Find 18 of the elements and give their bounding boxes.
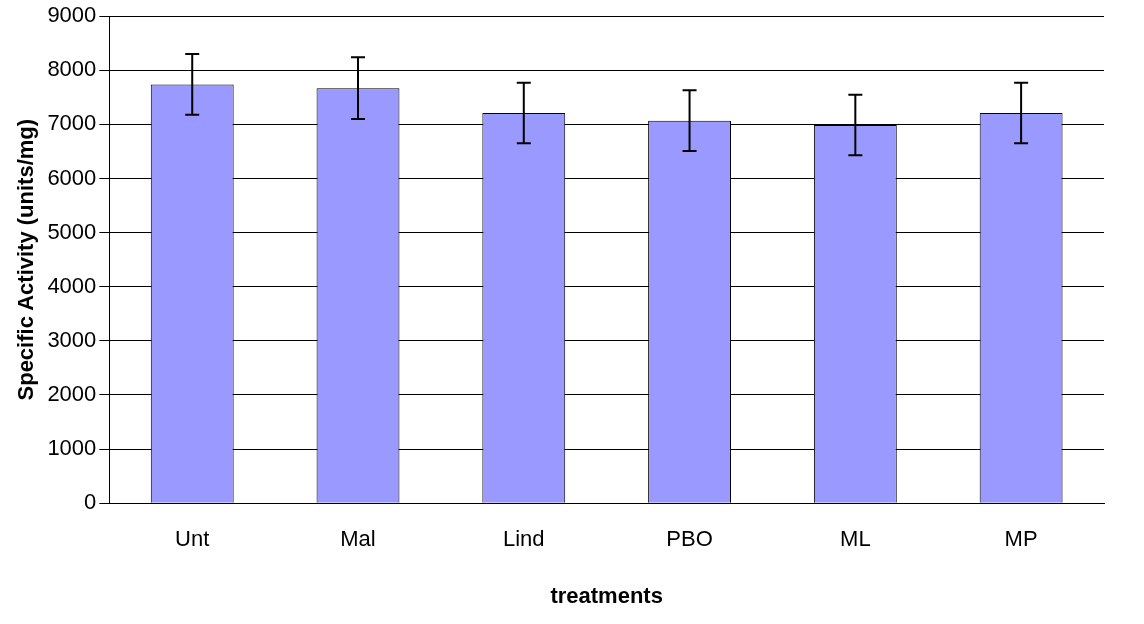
y-tick-label: 6000 [47, 164, 97, 190]
y-tick-label: 0 [84, 489, 97, 515]
x-tick-label: Unt [175, 526, 210, 552]
y-tick-label: 8000 [47, 56, 97, 82]
y-tick-label: 1000 [47, 435, 97, 461]
x-axis-title: treatments [550, 582, 663, 608]
y-tick-label: 2000 [47, 381, 97, 407]
y-axis-title: Specific Activity (units/mg) [13, 118, 39, 401]
y-tick-label: 9000 [47, 2, 97, 28]
x-tick-label: Lind [502, 526, 545, 552]
y-tick-label: 5000 [47, 218, 97, 244]
y-tick-label: 4000 [47, 272, 97, 298]
y-tick-label: 7000 [47, 110, 97, 136]
x-tick-label: ML [840, 526, 871, 552]
x-tick-label: MP [1004, 526, 1038, 552]
x-tick-label: PBO [666, 526, 713, 552]
x-tick-label: Mal [340, 526, 376, 552]
y-tick-label: 3000 [47, 326, 97, 352]
